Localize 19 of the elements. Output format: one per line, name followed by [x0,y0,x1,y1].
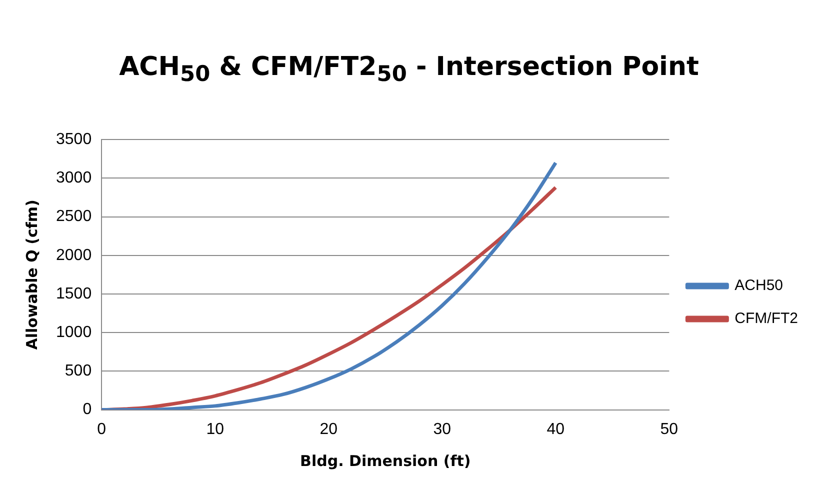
y-tick-label: 1500 [56,285,92,302]
x-tick-label: 10 [206,420,224,438]
y-tick-label: 0 [82,401,92,418]
y-tick-label: 3000 [56,170,92,187]
y-tick-label: 1000 [56,324,92,342]
y-tick-label: 2000 [56,246,92,264]
x-tick-label: 0 [97,420,106,438]
chart-title: ACH$_{50}$ & CFM/FT2$_{50}$ - Intersection Point [118,52,700,88]
x-tick-label: 40 [546,420,565,438]
x-axis-title: Bldg. Dimension (ft) [300,452,471,470]
x-tick-label: 50 [660,420,678,438]
legend-label: ACH50 [734,277,784,294]
x-tick-label: 30 [433,420,452,438]
y-tick-label: 3500 [56,131,92,148]
y-tick-label: 500 [64,362,92,380]
y-axis-title: Allowable Q (cfm) [22,200,41,350]
legend-label: CFM/FT2 [734,310,798,328]
x-tick-label: 20 [320,420,338,438]
y-tick-label: 2500 [56,208,92,226]
